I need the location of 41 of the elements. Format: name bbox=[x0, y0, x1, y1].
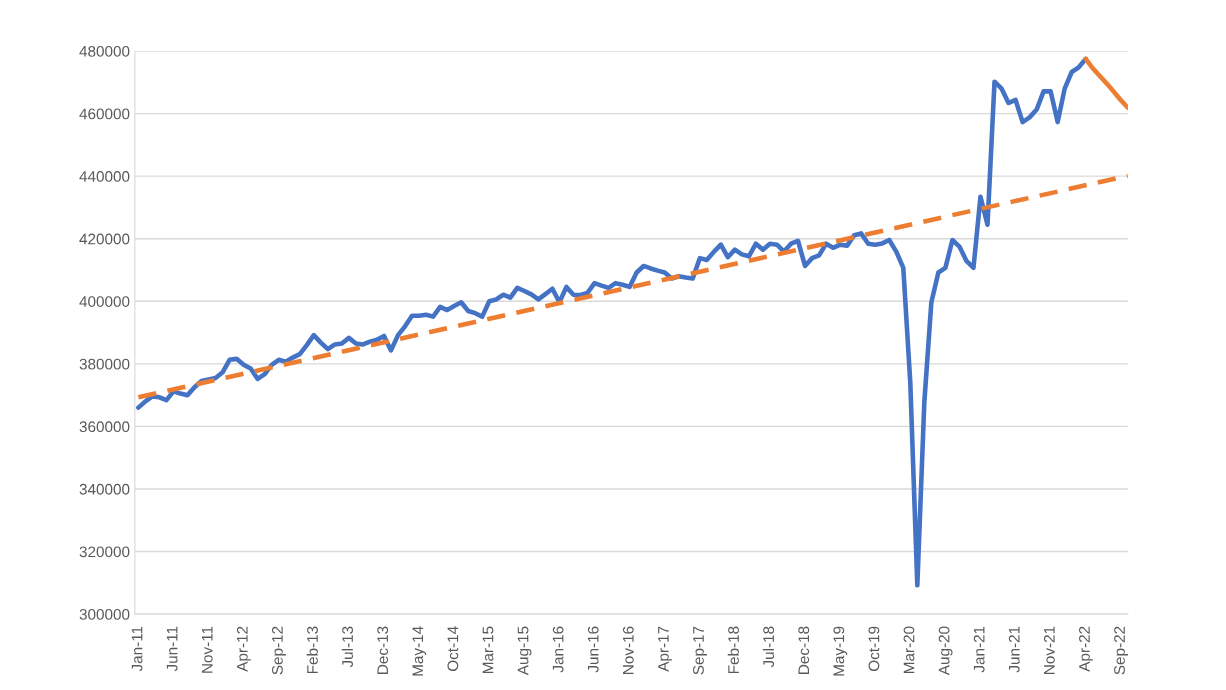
x-tick-label: Jan-21 bbox=[973, 626, 985, 673]
y-tick-label: 340000 bbox=[79, 483, 130, 495]
x-tick-label: May-14 bbox=[412, 626, 427, 676]
line-series bbox=[1083, 56, 1128, 110]
y-tick-label: 420000 bbox=[79, 233, 130, 245]
y-tick-label: 480000 bbox=[79, 45, 130, 57]
x-tick-label: Apr-22 bbox=[1079, 626, 1093, 672]
line-series bbox=[136, 56, 1089, 588]
x-tick-label: Mar-15 bbox=[482, 626, 494, 674]
x-tick-label: Oct-14 bbox=[447, 626, 459, 672]
y-tick-label: 460000 bbox=[79, 108, 130, 120]
x-tick-label: Jun-16 bbox=[587, 626, 599, 673]
x-tick-label: Aug-15 bbox=[517, 626, 532, 676]
x-tick-label: Jun-11 bbox=[166, 626, 178, 672]
x-tick-label: Jul-13 bbox=[341, 626, 353, 668]
x-tick-label: Nov-21 bbox=[1043, 626, 1055, 674]
y-tick-label: 440000 bbox=[79, 171, 130, 182]
x-tick-label: Apr-17 bbox=[658, 626, 672, 672]
x-tick-label: May-19 bbox=[833, 626, 848, 676]
x-tick-label: Jan-11 bbox=[131, 626, 143, 672]
x-tick-label: Aug-20 bbox=[938, 626, 953, 676]
x-tick-label: Feb-13 bbox=[306, 626, 318, 674]
x-tick-label: Jul-18 bbox=[762, 626, 775, 668]
x-tick-label: Oct-19 bbox=[868, 626, 880, 672]
x-tick-label: Sep-17 bbox=[693, 626, 707, 675]
x-tick-label: Apr-12 bbox=[236, 626, 251, 672]
x-tick-label: Feb-18 bbox=[727, 626, 739, 674]
x-tick-label: Nov-11 bbox=[201, 626, 213, 673]
x-tick-label: Jun-21 bbox=[1008, 626, 1020, 673]
x-tick-label: Sep-22 bbox=[1114, 626, 1128, 675]
y-tick-label: 320000 bbox=[79, 546, 130, 558]
x-tick-label: Nov-16 bbox=[622, 626, 634, 674]
x-tick-label: Sep-12 bbox=[272, 626, 286, 675]
x-tick-label: Jan-16 bbox=[552, 626, 564, 673]
y-tick-label: 380000 bbox=[79, 358, 130, 370]
x-tick-label: Dec-18 bbox=[798, 626, 810, 674]
y-tick-label: 400000 bbox=[79, 296, 130, 307]
x-tick-label: Mar-20 bbox=[903, 626, 915, 674]
x-tick-label: Dec-13 bbox=[377, 626, 389, 674]
y-tick-label: 360000 bbox=[79, 421, 130, 433]
y-tick-label: 300000 bbox=[79, 608, 130, 620]
